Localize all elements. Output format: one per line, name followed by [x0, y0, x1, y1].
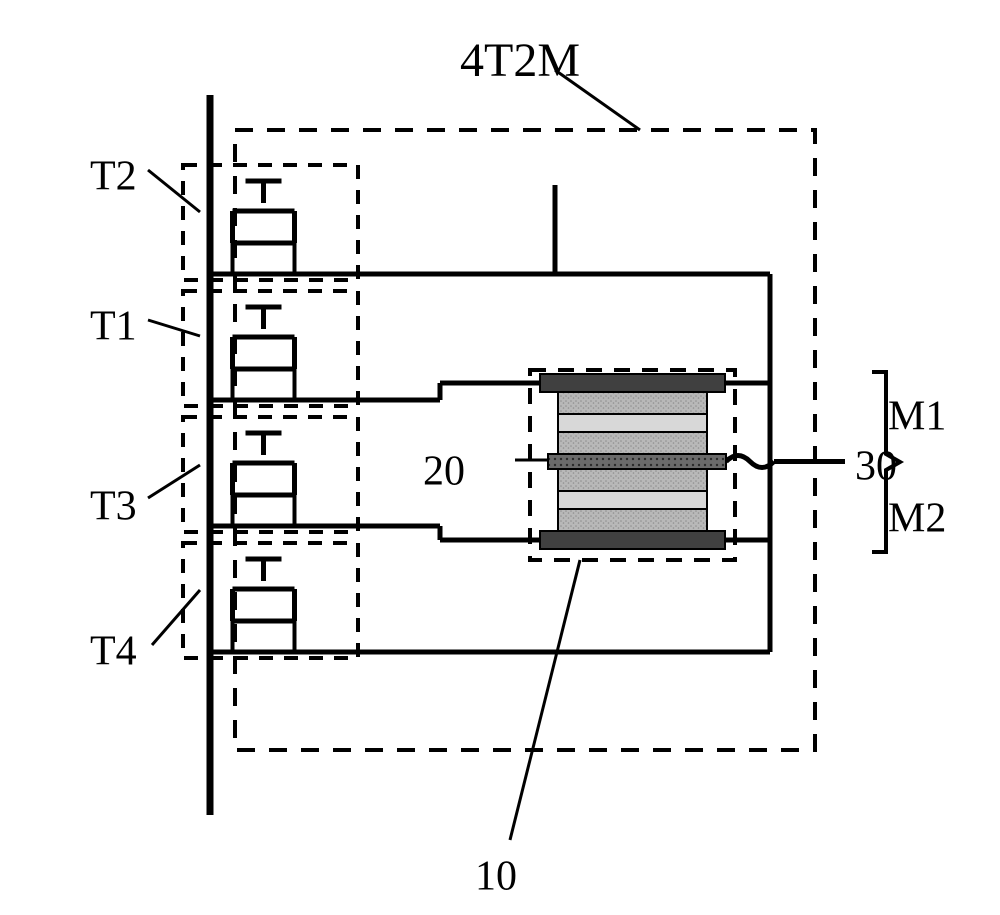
- mtj-m2-free: [558, 509, 707, 531]
- wires-layer: [210, 95, 845, 815]
- mtj-m2-barrier: [558, 491, 707, 509]
- mtj-center-electrode-20: [548, 454, 726, 469]
- label-t4: T4: [90, 629, 137, 675]
- leader-t2: [148, 170, 200, 212]
- leader-t3: [148, 465, 200, 498]
- label-m2: M2: [888, 496, 946, 542]
- label-t2: T2: [90, 154, 137, 200]
- leader-t1: [148, 320, 200, 336]
- mtj-electrode-top: [540, 374, 725, 392]
- label-t3: T3: [90, 484, 137, 530]
- label-title: 4T2M: [460, 34, 580, 87]
- mtj-m1-barrier: [558, 414, 707, 432]
- label-n30: 30: [855, 444, 897, 490]
- circuit-diagram: 4T2M T2 T1 T3 T4 M1 M2 20 30 10: [0, 0, 1000, 915]
- label-m1: M1: [888, 394, 946, 440]
- label-t1: T1: [90, 304, 137, 350]
- dashed-boxes: [183, 130, 815, 750]
- label-n20: 20: [423, 449, 465, 495]
- leader-t4: [152, 590, 200, 645]
- devices-layer: [233, 181, 901, 652]
- mtj-m1-free: [558, 392, 707, 414]
- mtj-m1-ref: [558, 432, 707, 454]
- leader-10: [510, 560, 580, 840]
- mtj-electrode-bottom: [540, 531, 725, 549]
- mtj-m2-ref: [558, 469, 707, 491]
- label-n10: 10: [475, 854, 517, 900]
